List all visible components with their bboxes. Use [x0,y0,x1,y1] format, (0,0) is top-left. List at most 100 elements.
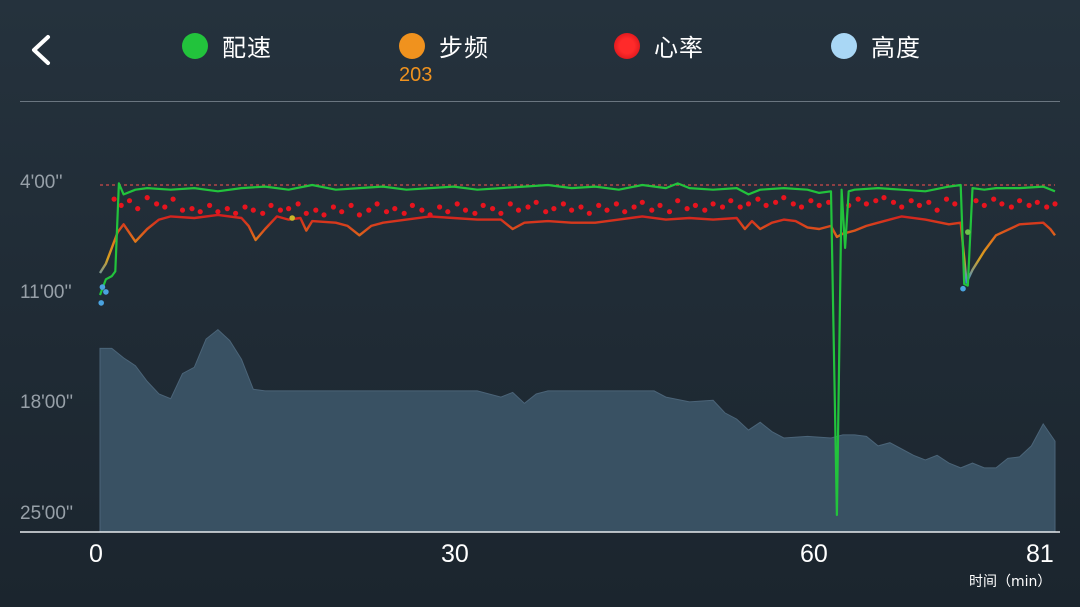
x-tick-label: 81 [1026,540,1054,568]
heart-rate-dot [991,196,997,202]
heart-rate-dot [710,201,716,207]
heart-rate-dot [409,202,415,208]
heart-rate-dot [763,202,769,208]
header-divider [20,101,1060,102]
heart-rate-dot [277,207,283,213]
heart-rate-dot [525,204,531,210]
heart-rate-dot [798,204,805,210]
pace-line [98,182,1056,517]
heart-rate-color-dot [614,32,640,59]
heart-rate-dot [507,201,513,207]
heart-rate-dot [356,212,362,218]
heart-rate-dot [419,207,425,213]
y-tick-label: 18'00'' [20,392,74,413]
heart-rate-dot [197,209,203,215]
y-tick-label: 25'00'' [20,503,74,524]
x-tick-label: 60 [800,540,828,568]
altitude-area [99,328,1056,533]
heart-rate-dot [330,204,336,210]
heart-rate-dot [135,206,141,212]
legend-label-altitude: 高度 [871,34,921,62]
heart-rate-dot [1034,199,1040,205]
heart-rate-dot [808,198,814,204]
heart-rate-dot [631,204,637,210]
heart-rate-dot [189,206,195,212]
heart-rate-dot [855,196,861,202]
heart-rate-dot [339,209,345,215]
heart-rate-dot [702,207,708,213]
heart-rate-dot [560,201,567,207]
marker-dot [103,289,109,295]
cadence-color-dot [399,32,425,59]
y-tick-label: 4'00'' [20,172,63,193]
heart-rate-dot [551,206,557,212]
heart-rate-dot [1017,198,1023,204]
heart-rate-dot [111,196,117,202]
heart-rate-dot [250,207,256,213]
heart-rate-dot [666,209,673,215]
heart-rate-dot [737,204,743,210]
heart-rate-dot [260,210,266,216]
heart-rate-dot [374,201,380,207]
heart-rate-dot [881,195,887,201]
heart-rate-dot [999,201,1005,207]
legend-label-cadence: 步频 [439,34,489,62]
heart-rate-dot [268,202,274,208]
heart-rate-dot [908,198,914,204]
legend-item-altitude[interactable]: 高度 [831,28,921,63]
heart-rate-dot [215,209,221,215]
legend-label-heart-rate: 心率 [654,34,704,62]
heart-rate-dot [445,209,451,215]
heart-rate-dot [675,198,681,204]
heart-rate-dot [170,196,176,202]
legend-item-pace[interactable]: 配速 [182,28,272,63]
legend-label-pace: 配速 [222,34,272,62]
heart-rate-dot [144,195,150,201]
legend-item-cadence[interactable]: 步频 [399,28,489,63]
heart-rate-dot [498,210,504,216]
heart-rate-dot [596,202,602,208]
pace-color-dot [182,32,208,59]
heart-rate-dot [533,199,539,205]
x-tick-label: 30 [441,540,469,568]
heart-rate-dot [295,201,301,207]
heart-rate-dot [126,198,133,204]
heart-rate-dot [303,210,309,216]
heart-rate-dot [604,207,610,213]
heart-rate-dot [437,204,443,210]
back-chevron-icon[interactable] [22,28,62,72]
legend: 配速 步频 心率 高度 [0,24,1080,94]
heart-rate-dot [1008,204,1015,210]
heart-rate-dot [1026,202,1032,208]
heart-rate-dot [313,207,319,213]
heart-rate-dot [826,199,832,205]
heart-rate-dot [118,202,124,208]
legend-item-heart-rate[interactable]: 心率 [614,28,704,63]
x-tick-label: 0 [89,540,103,568]
heart-rate-dot [401,210,407,216]
heart-rate-dot [515,207,522,213]
heart-rate-dot [490,206,496,212]
heart-rate-dot [154,201,160,207]
heart-rate-dot [1052,201,1058,207]
heart-rate-dot [952,201,958,207]
heart-rate-dot [569,207,575,213]
heart-rate-dot [745,201,752,207]
heart-rate-dot [462,207,469,213]
heart-rate-dot [613,201,620,207]
heart-rate-dot [649,207,655,213]
heart-rate-dot [480,202,486,208]
marker-dot [99,284,106,290]
heart-rate-dot [773,199,779,205]
heart-rate-dot [916,202,923,208]
heart-rate-dot [890,199,897,205]
altitude-color-dot [831,32,857,59]
heart-rate-dot [383,209,390,215]
heart-rate-dot [179,207,186,213]
heart-rate-dot [543,209,549,215]
heart-rate-dot [578,204,584,210]
heart-rate-dot [454,201,460,207]
heart-rate-dot [934,207,940,213]
heart-rate-dot [392,206,398,212]
